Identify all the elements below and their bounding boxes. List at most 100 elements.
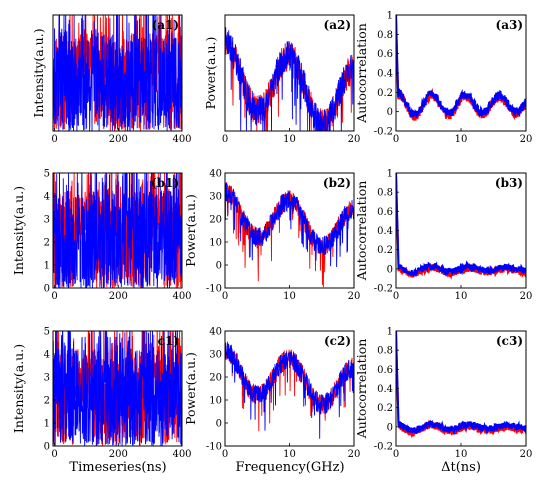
- x-axis-label-col1: Timeseries(ns): [69, 460, 166, 475]
- x-tick-label: 10: [455, 134, 468, 145]
- panel-a2: 0 10 20 (a2) Power(a.u.): [203, 14, 361, 145]
- series-blue-b2: [225, 182, 354, 268]
- x-tick-label: 20: [348, 291, 361, 302]
- y-axis-label-b1: Intensity(a.u.): [11, 186, 26, 275]
- series-blue-c1: [53, 331, 182, 446]
- y-tick-label: -0.2: [374, 127, 393, 138]
- series-blue-a2: [225, 27, 354, 131]
- panel-label-b1: (b1): [151, 176, 179, 190]
- x-axis-label-col2: Frequency(GHz): [235, 460, 344, 475]
- panel-label-c3: (c3): [496, 334, 523, 348]
- y-axis-label-a2: Power(a.u.): [203, 37, 218, 110]
- y-axis-label-b2: Power(a.u.): [183, 194, 198, 267]
- y-tick-label: 3: [44, 215, 50, 226]
- y-axis-label-c2: Power(a.u.): [183, 352, 198, 425]
- x-tick-label: 200: [109, 449, 128, 460]
- x-tick-label: 20: [520, 291, 533, 302]
- x-tick-label: 20: [348, 134, 361, 145]
- y-tick-label: 2: [44, 238, 50, 249]
- plot-area-b3: [396, 173, 526, 280]
- y-tick-label: 0: [387, 107, 393, 118]
- y-tick-label: 3: [44, 373, 50, 384]
- panel-label-a1: (a1): [152, 18, 179, 32]
- panel-label-a3: (a3): [496, 18, 523, 32]
- plot-area-b2: [225, 182, 354, 288]
- x-tick-label: 0: [393, 134, 399, 145]
- y-tick-label: 0.8: [377, 188, 393, 199]
- x-tick-label: 0: [222, 291, 228, 302]
- series-blue-a3: [396, 15, 526, 118]
- x-tick-label: 20: [520, 134, 533, 145]
- y-axis-label-c1: Intensity(a.u.): [11, 344, 26, 433]
- series-blue-a1: [53, 15, 182, 131]
- panel-label-c1: c1): [158, 334, 179, 348]
- y-tick-label: 4: [44, 192, 50, 203]
- y-tick-label: 1: [387, 169, 393, 180]
- series-blue-b3: [396, 173, 526, 278]
- y-tick-label: 0.6: [377, 207, 393, 218]
- y-tick-label: -10: [206, 284, 222, 295]
- x-tick-label: 0: [51, 449, 57, 460]
- y-tick-label: 0: [216, 419, 222, 430]
- series-blue-b1: [53, 173, 182, 288]
- y-tick-label: 0.2: [377, 403, 393, 414]
- y-tick-label: 1: [387, 11, 393, 22]
- y-tick-label: 0.2: [377, 88, 393, 99]
- x-tick-label: 0: [51, 134, 57, 145]
- x-tick-label: 10: [455, 291, 468, 302]
- y-tick-label: 20: [209, 373, 222, 384]
- x-tick-label: 20: [520, 449, 533, 460]
- y-tick-label: 40: [209, 327, 222, 338]
- plot-area-a1: [53, 15, 182, 131]
- plot-area-a2: [225, 27, 354, 131]
- x-tick-label: 10: [283, 134, 296, 145]
- panel-label-b3: (b3): [495, 176, 523, 190]
- y-tick-label: 0: [387, 422, 393, 433]
- x-tick-label: 20: [348, 449, 361, 460]
- y-tick-label: 20: [209, 215, 222, 226]
- panel-a3: 0 10 20-0.200.20.40.60.81(a3)Autocorrelati…: [354, 11, 532, 146]
- y-axis-label-b3: Autocorrelation: [354, 181, 369, 282]
- y-axis-label-c3: Autocorrelation: [354, 339, 369, 440]
- y-tick-label: 30: [209, 192, 222, 203]
- panel-c1: 0 200 400 0 1 2 3 4 5 c1) Intensity(a.u.): [11, 327, 192, 461]
- plot-area-c3: [396, 331, 526, 439]
- x-tick-label: 400: [172, 134, 191, 145]
- y-tick-label: -0.2: [374, 284, 393, 295]
- x-tick-label: 0: [51, 291, 57, 302]
- y-tick-label: 0: [387, 264, 393, 275]
- y-tick-label: -0.2: [374, 442, 393, 453]
- panel-label-c2: (c2): [324, 334, 351, 348]
- panel-label-a2: (a2): [324, 18, 351, 32]
- y-tick-label: 0: [44, 442, 50, 453]
- y-tick-label: 10: [209, 238, 222, 249]
- series-red-a3: [396, 15, 526, 121]
- y-tick-label: 0: [44, 284, 50, 295]
- x-tick-label: 0: [393, 291, 399, 302]
- y-tick-label: 40: [209, 169, 222, 180]
- series-blue-c3: [396, 331, 526, 436]
- y-tick-label: 10: [209, 396, 222, 407]
- panel-b1: 0 200 400 0 1 2 3 4 5 (b1) Intensity(a.u.): [11, 169, 192, 303]
- x-tick-label: 10: [283, 291, 296, 302]
- axes-frame-c1: [52, 330, 183, 447]
- x-tick-label: 200: [109, 134, 128, 145]
- y-tick-label: 0.6: [377, 365, 393, 376]
- plot-area-b1: [53, 173, 182, 288]
- x-tick-label: 0: [393, 449, 399, 460]
- x-tick-label: 0: [222, 134, 228, 145]
- y-tick-label: 1: [44, 261, 50, 272]
- y-tick-label: 0.6: [377, 49, 393, 60]
- x-tick-label: 10: [283, 449, 296, 460]
- panel-label-b2: (b2): [323, 176, 351, 190]
- plot-area-c2: [225, 339, 354, 439]
- x-tick-label: 200: [109, 291, 128, 302]
- y-tick-label: 5: [44, 169, 50, 180]
- x-tick-label: 10: [455, 449, 468, 460]
- y-tick-label: 0.8: [377, 30, 393, 41]
- y-tick-label: 1: [387, 327, 393, 338]
- panel-a1: 0 200 400 (a1) Intensity(a.u.): [31, 14, 192, 145]
